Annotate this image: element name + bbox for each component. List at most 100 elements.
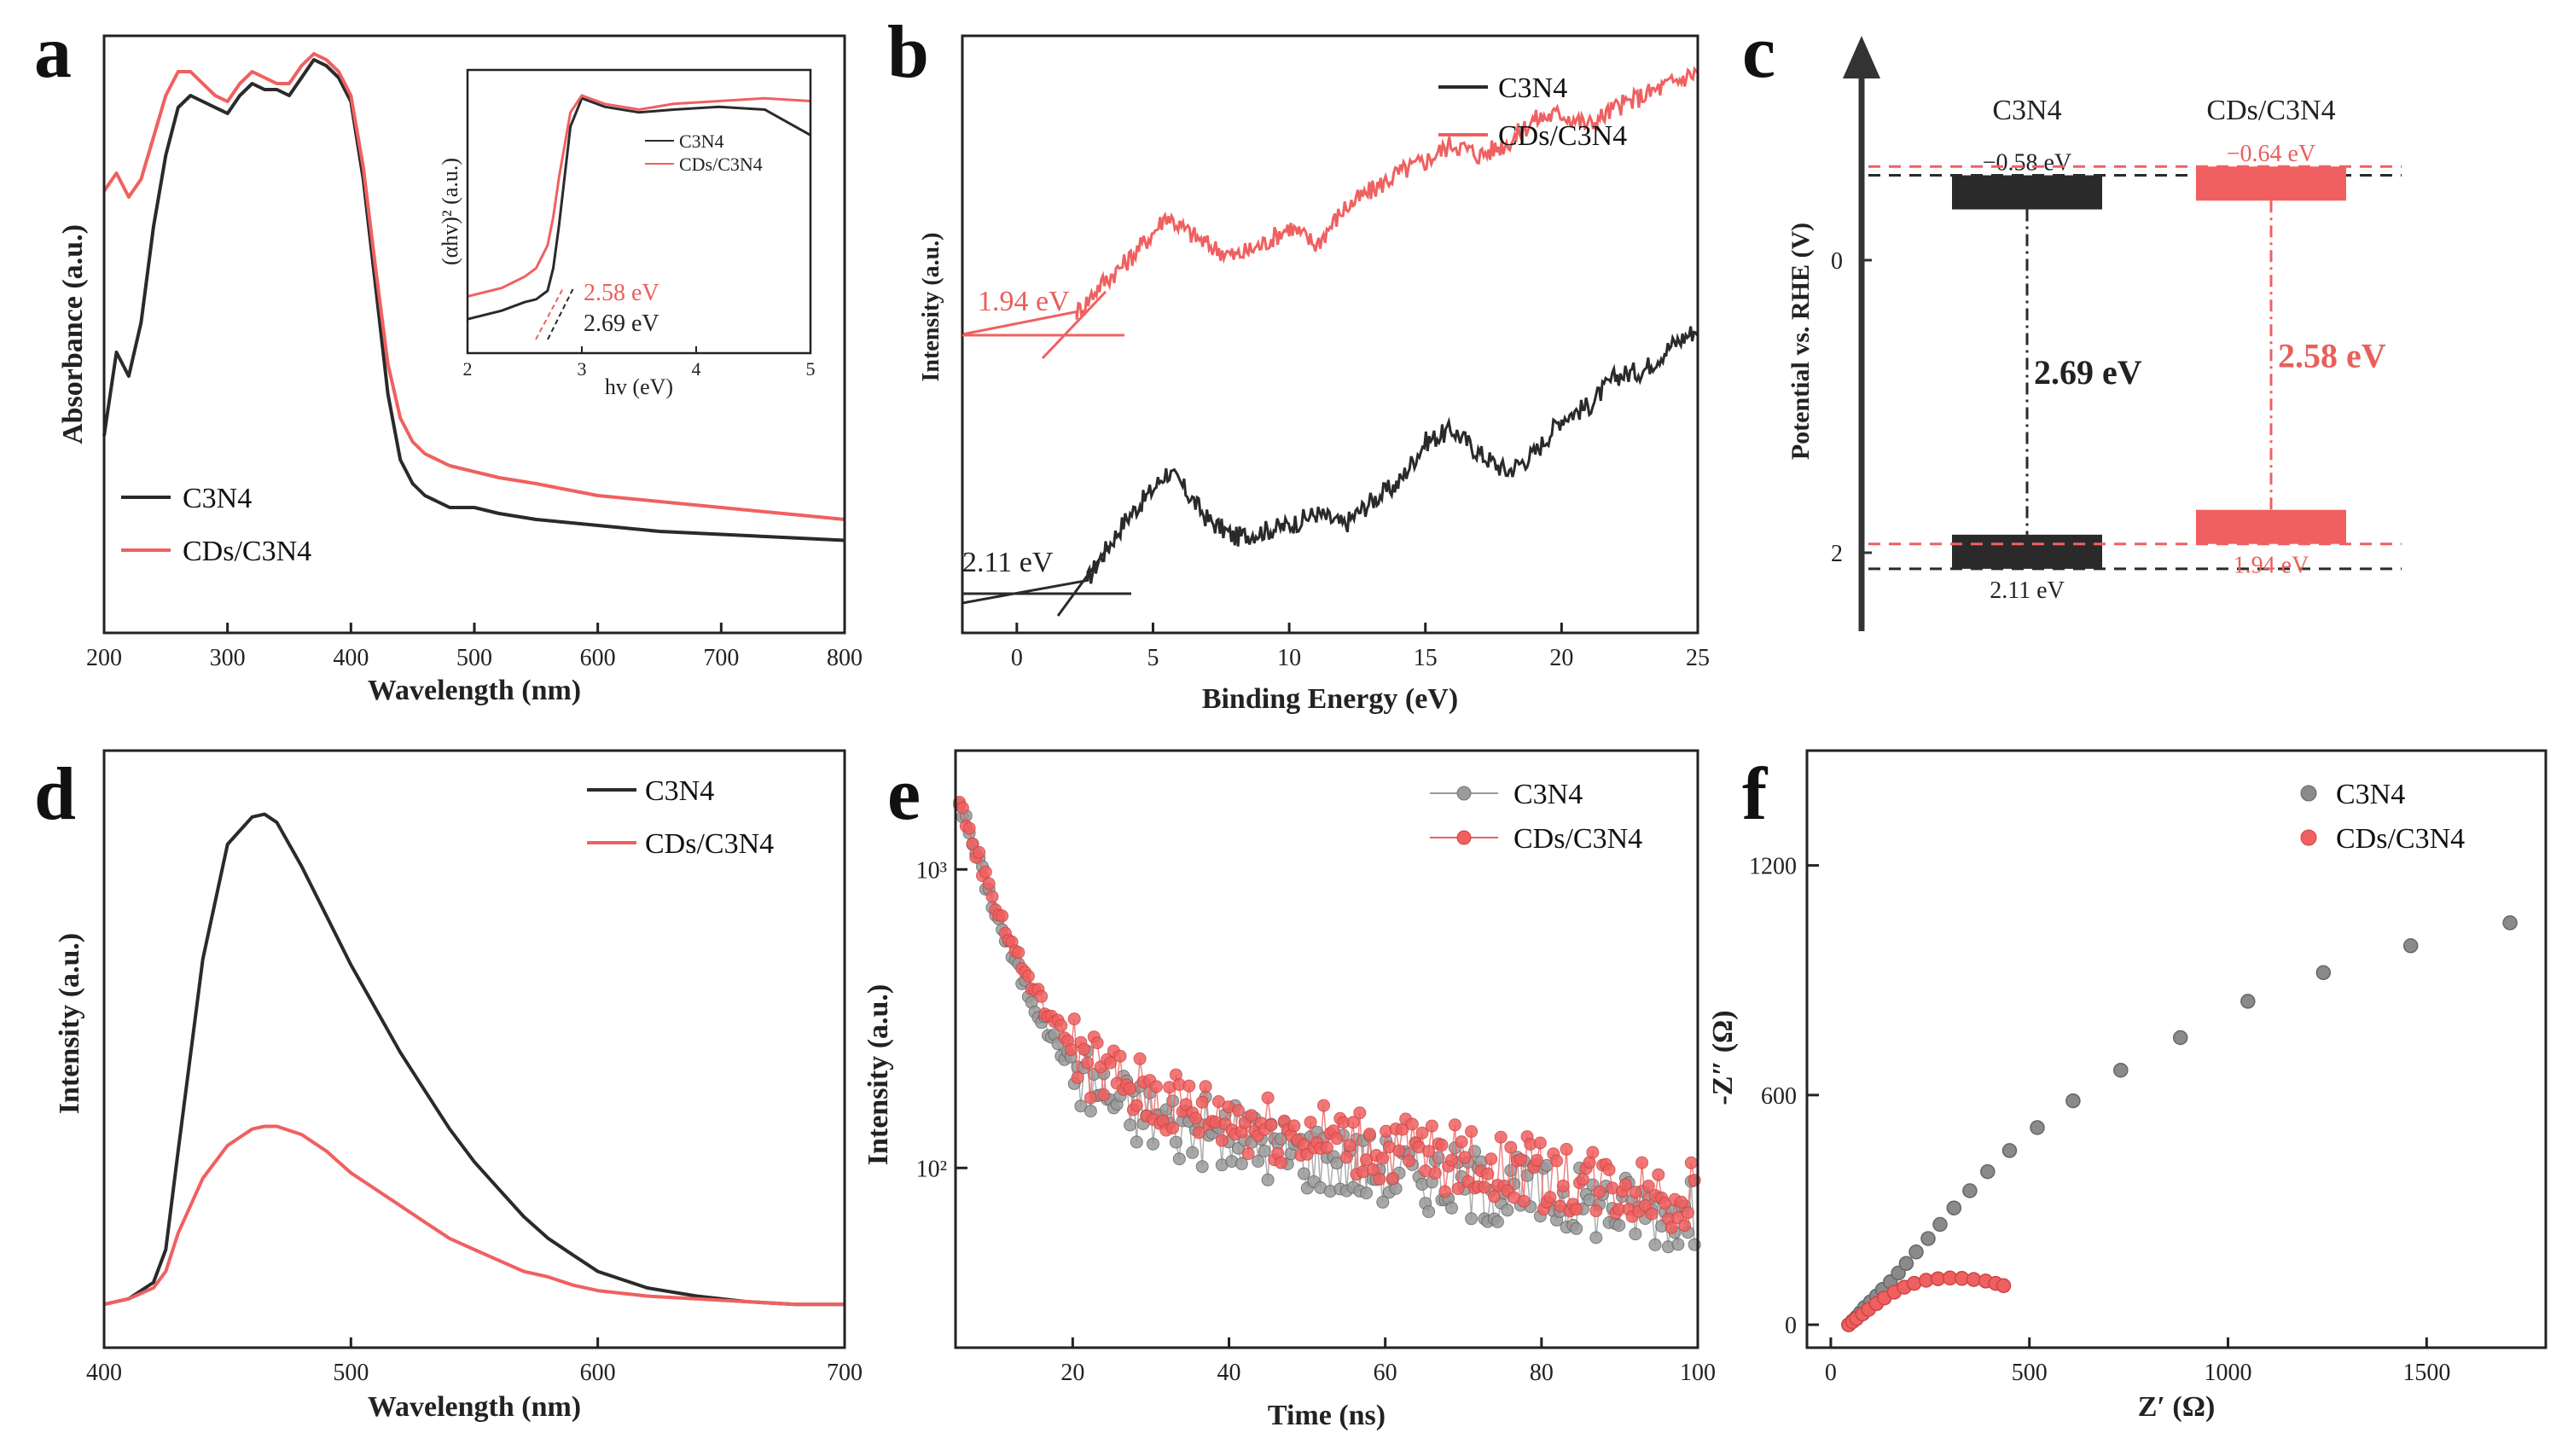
inset-frame [466, 68, 812, 355]
panel-e-point-cds [1097, 1088, 1111, 1102]
panel-f-frame [1805, 749, 2547, 1349]
panel-c-gap-label-1: 2.58 eV [2278, 336, 2386, 374]
panel-c-cb-bar-1 [2196, 166, 2346, 201]
panel-d-xlabel: Wavelength (nm) [368, 1391, 581, 1423]
panel-e-point-c3n4 [1501, 1204, 1514, 1217]
inset-series-c3n4 [467, 96, 811, 321]
panel-b-annot-211: 2.11 eV [962, 547, 1054, 578]
panel-f-point-c3n4 [1920, 1231, 1936, 1246]
panel-e-point-cds [1586, 1146, 1600, 1159]
panel-f-point-c3n4 [2065, 1093, 2081, 1109]
inset-annot-269: 2.69 eV [584, 310, 659, 337]
panel-b-series-c3n4 [961, 326, 1699, 605]
panel-f-point-c3n4 [1891, 1265, 1906, 1281]
panel-f-legend-c3n4: C3N4 [2336, 779, 2405, 810]
panel-e-point-c3n4 [1258, 1145, 1271, 1157]
panel-e-point-c3n4 [1648, 1238, 1662, 1251]
panel-e-legend-marker-c3n4 [1456, 786, 1472, 801]
panel-e-point-cds [1405, 1117, 1419, 1131]
panel-e-point-cds [1550, 1154, 1564, 1168]
panel-e-point-cds [1556, 1179, 1570, 1192]
panel-e-point-cds [1682, 1206, 1694, 1220]
panel-e-legend-cds: CDs/C3N4 [1513, 823, 1642, 855]
panel-b-xlabel: Binding Energy (eV) [1202, 683, 1458, 715]
x-tick-label: 400 [333, 645, 369, 671]
panel-e-point-cds [1684, 1156, 1698, 1169]
panel-b-label: b [887, 11, 929, 94]
panel-e-point-c3n4 [1147, 1137, 1159, 1151]
x-tick-label: 5 [1147, 645, 1159, 671]
panel-e-point-cds [1241, 1147, 1255, 1161]
panel-e-point-c3n4 [1172, 1152, 1186, 1166]
panel-e-point-cds [1415, 1126, 1429, 1140]
panel-e-ylabel: Intensity (a.u.) [863, 984, 894, 1166]
panel-e-point-cds [1195, 1095, 1209, 1109]
panel-e-point-c3n4 [1360, 1186, 1373, 1200]
inset-annot-258: 2.58 eV [584, 280, 659, 306]
panel-e-point-cds [1211, 1095, 1225, 1108]
panel-f-point-c3n4 [2030, 1120, 2045, 1135]
panel-e-point-cds [1602, 1163, 1616, 1176]
panel-e-point-cds [956, 801, 969, 815]
panel-b-series-cds [961, 66, 1699, 336]
panel-e-point-cds [1320, 1140, 1333, 1154]
panel-e-point-cds [1517, 1194, 1531, 1208]
panel-f-y-tick-label: 1200 [1749, 854, 1797, 880]
panel-e-point-c3n4 [1570, 1221, 1583, 1235]
panel-e-point-cds [1589, 1204, 1603, 1218]
panel-e-point-c3n4 [1252, 1155, 1265, 1168]
panel-f-xlabel: Z′ (Ω) [2138, 1391, 2216, 1423]
panel-e-point-cds [1021, 969, 1035, 983]
panel-f-point-c3n4 [1946, 1200, 1962, 1215]
panel-c-y-tick-label: 0 [1831, 248, 1843, 275]
panel-e-point-c3n4 [1083, 1105, 1097, 1118]
panel-e-point-cds [1465, 1125, 1479, 1139]
panel-e-frame [954, 749, 1699, 1349]
panel-e-point-cds [1130, 1099, 1143, 1112]
x-tick-label: 40 [1217, 1360, 1241, 1386]
panel-e-point-c3n4 [1589, 1231, 1603, 1244]
x-tick-label: 400 [86, 1360, 122, 1386]
panel-c-vb-label-0: 2.11 eV [1990, 577, 2065, 604]
panel-a-xlabel: Wavelength (nm) [368, 675, 581, 706]
panel-d-legend-cds: CDs/C3N4 [645, 828, 774, 860]
panel-e-point-cds [1576, 1173, 1589, 1186]
panel-e-point-cds [979, 865, 992, 879]
panel-f-point-c3n4 [1962, 1183, 1978, 1198]
panel-e-point-cds [1317, 1099, 1330, 1112]
panel-e-point-cds [1149, 1080, 1163, 1093]
panel-e-point-cds [1560, 1142, 1573, 1156]
panel-f-y-tick-label: 600 [1761, 1083, 1797, 1110]
panel-b-tangent-c3n4 [1056, 545, 1111, 617]
panel-e-point-cds [1488, 1190, 1501, 1204]
panel-e-point-cds [1494, 1130, 1508, 1144]
inset-xlabel: hv (eV) [605, 374, 673, 399]
panel-e-point-cds [1618, 1178, 1632, 1192]
panel-e-point-cds [1629, 1186, 1642, 1199]
panel-f-point-c3n4 [2402, 938, 2419, 954]
panel-e-point-cds [1215, 1134, 1229, 1147]
panel-c-cb-label-1: −0.64 eV [2227, 141, 2315, 167]
panel-e-point-cds [1458, 1151, 1472, 1164]
panel-e-point-cds [1362, 1128, 1376, 1140]
panel-b-vb-xps: b 0 5 10 15 20 25 Binding Energy (eV) Intensi… [887, 11, 1710, 715]
inset-fit-line-c3n4 [547, 287, 574, 340]
panel-e-point-cds [996, 909, 1009, 923]
panel-e-point-cds [1179, 1098, 1193, 1111]
panel-e-point-cds [1232, 1104, 1245, 1117]
panel-c-material-name-1: CDs/C3N4 [2206, 95, 2335, 126]
panel-e-point-cds [1113, 1049, 1127, 1063]
inset-legend-c3n4: C3N4 [679, 131, 724, 152]
panel-c-gap-label-0: 2.69 eV [2034, 353, 2142, 392]
panel-c-vb-bar-1 [2196, 509, 2346, 544]
x-tick-label: 700 [703, 645, 739, 671]
x-tick-label: 600 [580, 645, 616, 671]
x-tick-label: 100 [1680, 1360, 1716, 1386]
panel-e-point-c3n4 [1468, 1145, 1481, 1158]
x-tick-label: 15 [1414, 645, 1438, 671]
panel-e-point-cds [1543, 1191, 1557, 1204]
panel-e-legend-c3n4: C3N4 [1513, 779, 1583, 810]
panel-f-point-c3n4 [2315, 965, 2332, 981]
panel-e-point-cds [1287, 1119, 1301, 1133]
panel-e-point-cds [1275, 1156, 1287, 1169]
